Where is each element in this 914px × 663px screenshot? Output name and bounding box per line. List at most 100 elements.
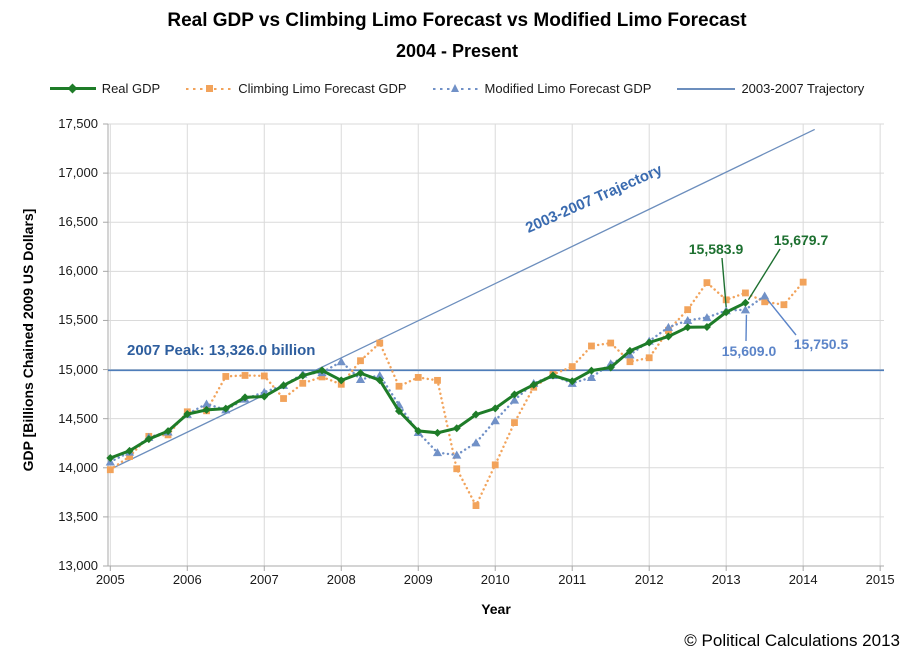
climbing-limo-marker <box>645 354 653 362</box>
peak-annotation: 2007 Peak: 13,326.0 billion <box>127 342 316 359</box>
modified-limo-marker <box>375 371 385 380</box>
climbing-limo-marker <box>357 357 364 365</box>
square-marker-icon <box>206 85 214 92</box>
climbing-limo-marker <box>588 342 595 350</box>
x-tick-label: 2008 <box>326 572 356 587</box>
real-gdp-marker <box>452 424 461 433</box>
climbing-limo-marker <box>491 461 499 469</box>
real-gdp-marker <box>260 392 269 401</box>
modified-limo-marker <box>336 357 346 366</box>
chart-subtitle: 2004 - Present <box>395 41 519 61</box>
annotation-leader-line <box>721 257 727 308</box>
y-tick-label: 16,500 <box>58 214 98 230</box>
x-tick-label: 2015 <box>865 572 895 587</box>
modified-limo-marker <box>432 448 443 457</box>
real-gdp-marker <box>356 369 365 378</box>
climbing-limo-marker <box>241 372 249 379</box>
y-tick-label: 15,000 <box>58 361 98 377</box>
climbing-limo-marker <box>780 301 788 309</box>
real-gdp-marker <box>587 366 596 375</box>
y-tick-label: 14,500 <box>58 410 98 426</box>
chart-title: Real GDP vs Climbing Limo Forecast vs Mo… <box>167 10 747 31</box>
x-tick-label: 2010 <box>480 572 510 587</box>
climbing-limo-marker <box>260 372 268 380</box>
y-tick-label: 14,000 <box>58 459 98 475</box>
legend-label: Modified Limo Forecast GDP <box>484 81 652 96</box>
climbing-limo-marker <box>511 419 518 426</box>
annotation-leader-line <box>767 299 797 336</box>
real-gdp-marker <box>125 446 134 455</box>
y-tick-label: 15,500 <box>58 312 98 328</box>
y-tick-label: 16,000 <box>58 263 98 279</box>
modified-limo-marker <box>663 322 674 331</box>
climbing-limo-marker <box>414 374 422 381</box>
climbing-limo-marker <box>761 298 769 306</box>
modified-limo-marker <box>683 316 693 325</box>
x-axis-title: Year <box>481 601 511 617</box>
modified-limo-marker <box>452 450 462 459</box>
real-gdp-2013q2-value-label: 15,679.7 <box>773 232 829 248</box>
x-tick-label: 2014 <box>788 572 818 587</box>
x-tick-label: 2005 <box>95 572 125 587</box>
real-gdp-marker <box>625 346 634 355</box>
climbing-limo-line-swatch <box>186 82 233 95</box>
climbing-limo-marker <box>299 379 307 387</box>
x-tick-label: 2006 <box>172 572 202 587</box>
legend-label: Real GDP <box>101 81 161 96</box>
real-gdp-marker <box>471 410 480 419</box>
modified-limo-2013q3-value-label: 15,750.5 <box>793 336 849 352</box>
legend-item-real-gdp: Real GDP <box>49 81 161 96</box>
real-gdp-marker <box>279 381 288 390</box>
x-tick-label: 2013 <box>711 572 741 587</box>
modified-limo-line-swatch <box>432 82 479 95</box>
real-gdp-marker <box>298 371 307 380</box>
annotation-leader-line <box>747 248 781 301</box>
diamond-marker-icon <box>67 83 78 93</box>
climbing-limo-marker <box>376 339 384 347</box>
triangle-marker-icon <box>450 84 459 92</box>
chart-legend: Real GDP Climbing Limo Forecast GDP Modi… <box>0 81 914 96</box>
climbing-limo-marker <box>626 358 634 366</box>
y-tick-label: 13,500 <box>58 508 98 524</box>
real-gdp-marker <box>664 332 673 341</box>
real-gdp-marker <box>510 390 519 399</box>
modified-limo-marker <box>760 291 770 300</box>
real-gdp-marker <box>702 322 711 331</box>
modified-limo-marker <box>509 395 520 404</box>
real-gdp-marker <box>106 454 115 463</box>
modified-limo-marker <box>586 373 597 382</box>
legend-item-climbing-limo: Climbing Limo Forecast GDP <box>186 81 407 96</box>
x-tick-label: 2007 <box>249 572 279 587</box>
climbing-limo-marker <box>106 466 114 474</box>
x-tick-label: 2009 <box>403 572 433 587</box>
real-gdp-marker <box>645 338 654 347</box>
real-gdp-marker <box>241 393 250 402</box>
real-gdp-marker <box>202 405 211 414</box>
real-gdp-marker <box>683 323 692 332</box>
climbing-limo-marker <box>703 279 711 287</box>
climbing-limo-marker <box>684 306 692 314</box>
climbing-limo-marker <box>607 339 615 347</box>
legend-item-trajectory: 2003-2007 Trajectory <box>677 81 864 96</box>
real-gdp-marker <box>183 410 192 419</box>
modified-limo-marker <box>201 399 212 408</box>
y-tick-label: 17,000 <box>58 165 98 181</box>
real-gdp-marker <box>741 298 750 307</box>
climbing-limo-marker <box>395 382 403 390</box>
climbing-limo-marker <box>799 278 807 286</box>
climbing-limo-marker <box>222 373 230 380</box>
trajectory-line-swatch <box>677 82 736 95</box>
y-axis-title: GDP [Billions Chained 2009 US Dollars] <box>20 208 36 472</box>
copyright-notice: © Political Calculations 2013 <box>684 631 900 650</box>
modified-limo-marker <box>740 305 751 314</box>
y-tick-label: 17,500 <box>58 116 98 131</box>
climbing-limo-marker <box>318 373 326 381</box>
real-gdp-line <box>109 301 747 460</box>
legend-label: 2003-2007 Trajectory <box>741 81 865 96</box>
real-gdp-marker <box>164 427 173 436</box>
real-gdp-marker <box>568 377 577 386</box>
real-gdp-marker <box>318 366 327 375</box>
real-gdp-marker <box>433 428 442 437</box>
legend-label: Climbing Limo Forecast GDP <box>238 81 407 96</box>
